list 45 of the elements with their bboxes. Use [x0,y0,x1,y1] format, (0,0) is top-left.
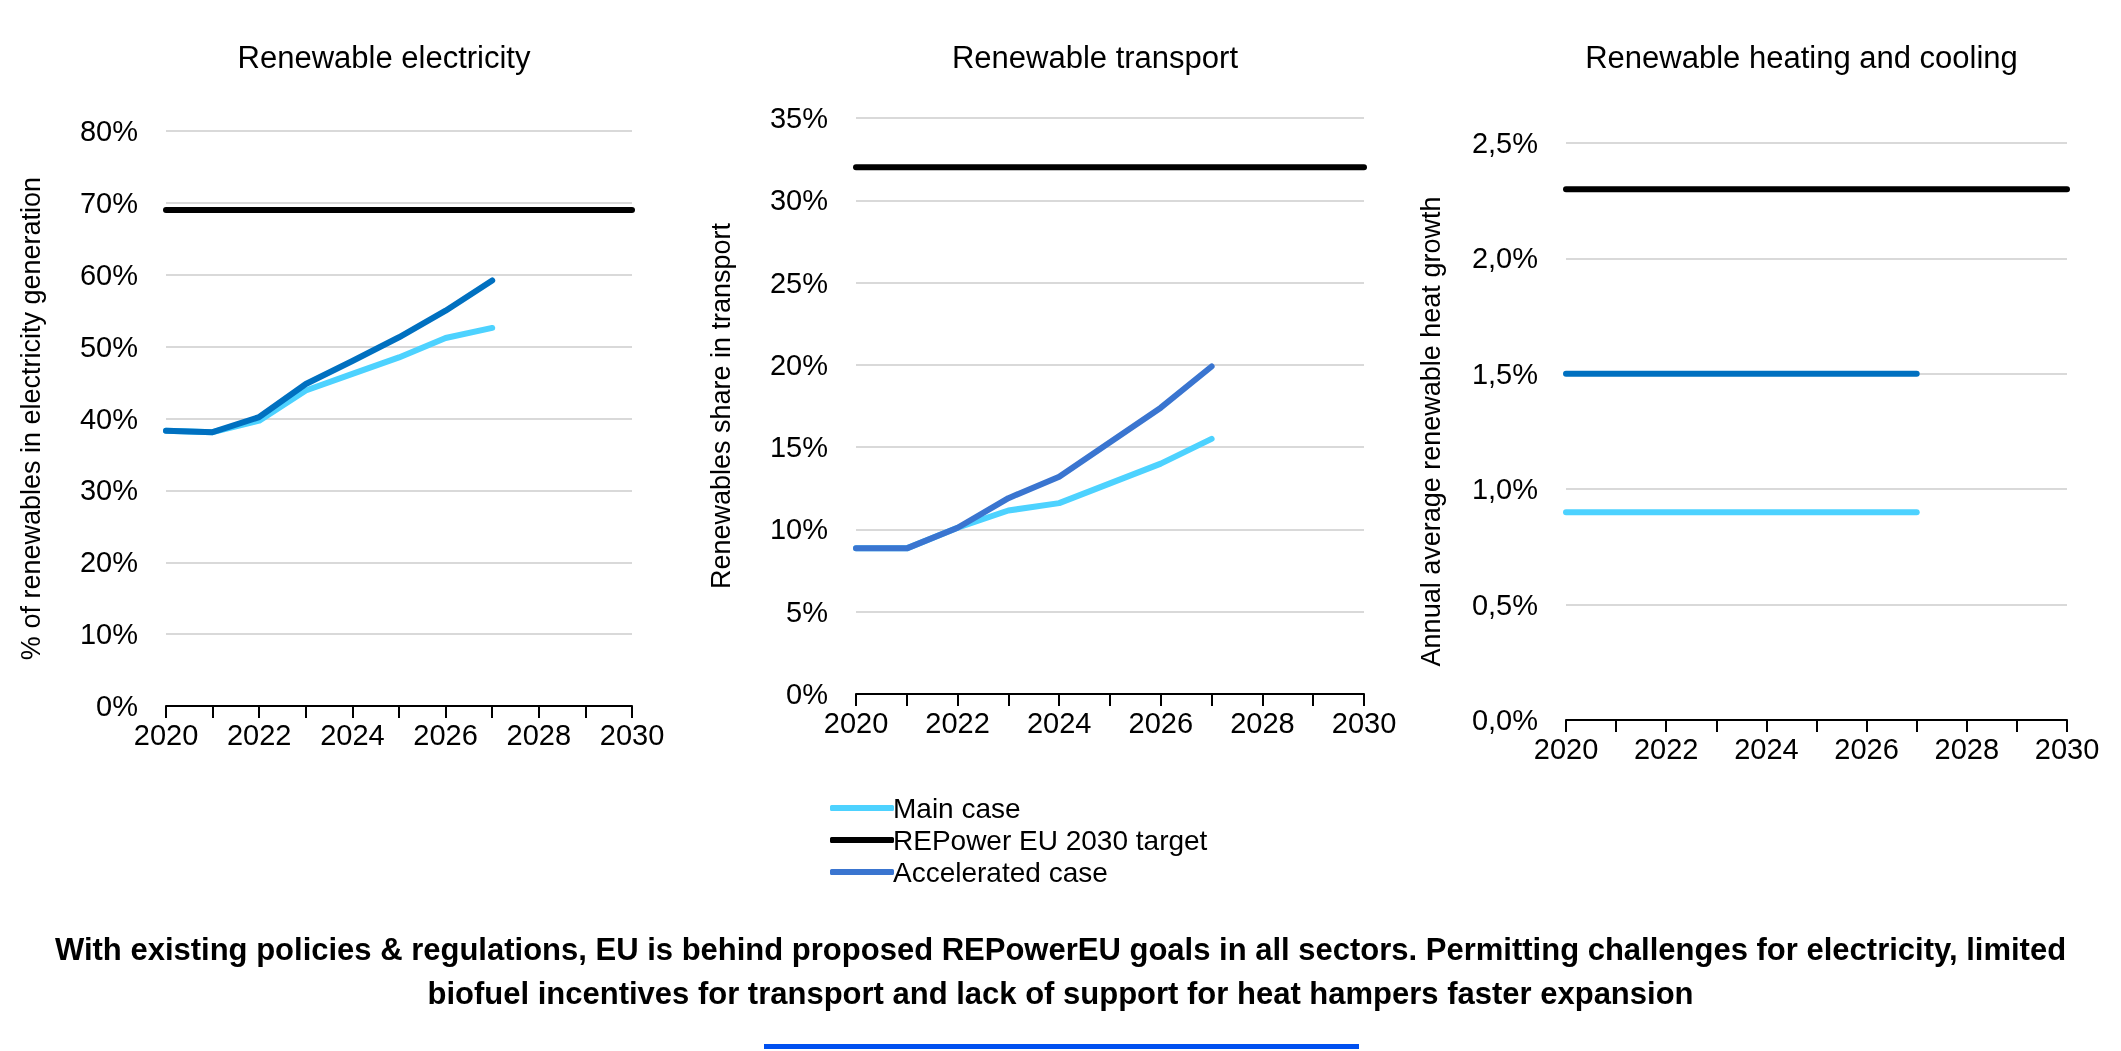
y-tick-label: 50% [79,330,138,363]
y-tick-label: 1,5% [1471,357,1538,390]
x-tick-label: 2022 [925,706,990,739]
legend-label: REPower EU 2030 target [893,824,1208,856]
y-tick-label: 40% [79,402,138,435]
y-tick-label: 2,5% [1471,127,1538,159]
x-tick-label: 2024 [1734,732,1799,765]
y-tick-label: 15% [769,431,828,464]
y-tick-label: 1,0% [1471,473,1538,506]
y-tick-label: 20% [769,348,828,381]
x-tick-label: 2030 [2034,732,2100,765]
y-tick-label: 25% [769,266,828,299]
y-tick-label: 0,5% [1471,588,1538,621]
x-tick-label: 2026 [413,718,478,751]
x-tick-label: 2022 [1633,732,1699,765]
y-tick-label: 60% [79,258,138,291]
x-tick-label: 2022 [226,718,292,751]
x-tick-label: 2024 [1026,706,1092,739]
chart-title: Renewable transport [951,40,1239,75]
chart-title: Renewable heating and cooling [1585,40,2018,75]
y-tick-label: 5% [786,595,828,628]
x-tick-label: 2026 [1834,732,1899,765]
x-tick-label: 2030 [599,718,665,751]
y-axis-title: Renewables share in transport [705,222,736,590]
y-tick-label: 70% [79,186,138,219]
y-tick-label: 10% [79,618,138,651]
text: With existing policies & regulations, EU is behind proposed REPowerEU goals in all sectors. Permitting challenges for electricity, limited biofuel incentives for transport and lack of support for heat hampers faster expansion [53,931,2068,1013]
y-tick-label: 2,0% [1471,242,1538,275]
legend-label: Accelerated case [893,856,1108,888]
x-tick-label: 2028 [1230,706,1295,739]
y-tick-label: 30% [79,474,138,507]
y-tick-label: 80% [79,115,138,147]
x-tick-label: 2026 [1128,706,1194,739]
x-tick-label: 2028 [1934,732,2000,765]
x-tick-label: 2030 [1331,706,1397,739]
y-axis-title: Annual average renewable heat growth [1415,196,1446,667]
y-axis-title: % of renewables in electricity generation [15,176,46,661]
legend-label: Main case [893,792,1021,824]
y-tick-label: 30% [769,184,828,217]
y-tick-label: 10% [769,513,828,546]
x-tick-label: 2024 [320,718,385,751]
x-tick-label: 2028 [506,718,572,751]
y-tick-label: 20% [79,546,138,579]
y-tick-label: 35% [769,102,828,134]
chart-title: Renewable electricity [237,40,531,75]
